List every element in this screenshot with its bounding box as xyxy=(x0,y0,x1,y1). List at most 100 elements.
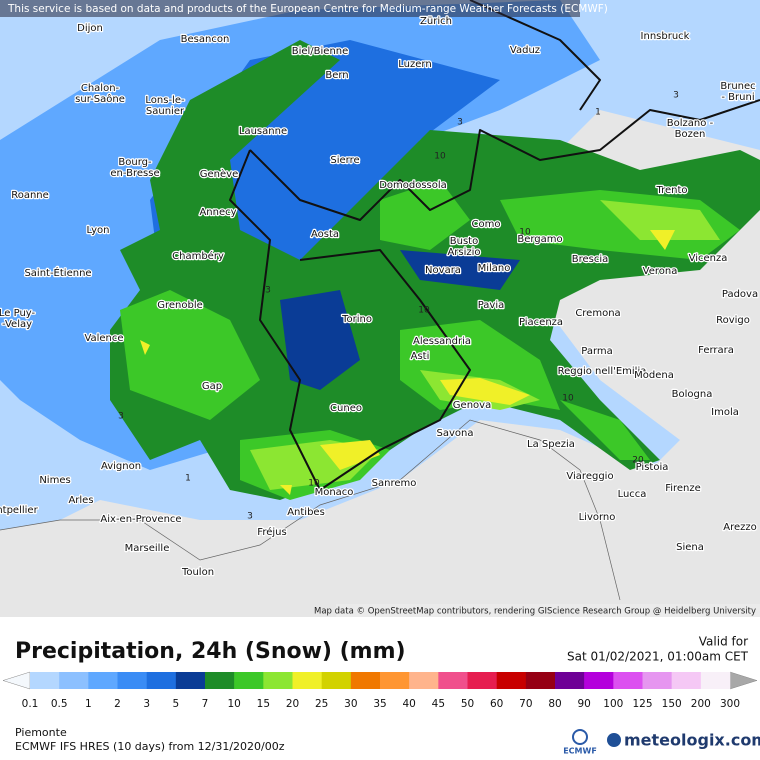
legend-title: Precipitation, 24h (Snow) (mm) xyxy=(15,639,406,664)
city-label: Vaduz xyxy=(510,45,540,56)
city-label: Verona xyxy=(643,266,678,277)
valid-label: Valid for xyxy=(699,635,748,649)
colorbar-label: 300 xyxy=(720,698,740,710)
colorbar-swatch xyxy=(438,672,468,689)
city-label: Parma xyxy=(581,346,613,357)
city-label: Busto xyxy=(450,236,478,247)
contour-label: 1 xyxy=(185,474,191,484)
border xyxy=(299,249,471,491)
city-label: Genova xyxy=(453,400,491,411)
colorbar-swatch xyxy=(671,672,702,689)
contour-label: 10 xyxy=(308,479,320,489)
city-label: Pistoia xyxy=(636,462,669,473)
city-label: Bolzano - xyxy=(667,118,714,129)
contour-label: 10 xyxy=(519,228,531,238)
colorbar-swatch xyxy=(146,672,177,689)
city-label: Arsizio xyxy=(447,247,480,258)
city-label: Lausanne xyxy=(239,126,287,137)
contour-label: 20 xyxy=(632,456,644,466)
colorbar-swatch xyxy=(234,672,264,689)
city-label: Bergamo xyxy=(517,234,562,245)
colorbar-swatch xyxy=(263,672,293,689)
colorbar-label: 0.5 xyxy=(51,698,68,710)
colorbar-swatch xyxy=(321,672,352,689)
city-label: Luzern xyxy=(398,59,431,70)
colorbar-swatch xyxy=(292,672,322,689)
city-label: Alessandria xyxy=(413,336,471,347)
colorbar-label: 35 xyxy=(373,698,386,710)
model: ECMWF IFS HRES (10 days) from 12/31/2020… xyxy=(15,740,285,753)
colorbar-over xyxy=(729,671,758,690)
colorbar-label: 30 xyxy=(344,698,357,710)
precip-area xyxy=(120,180,740,500)
colorbar-label: 15 xyxy=(257,698,270,710)
colorbar-label: 20 xyxy=(286,698,299,710)
city-label: Aix-en-Provence xyxy=(100,514,181,525)
city-label: Chambéry xyxy=(172,250,224,262)
city-label: Savona xyxy=(437,428,474,439)
colorbar: 0.1 0.5 1 2 3 5 7 10 15 20 25 30 35 40 45 50 60 70 80 90 100… xyxy=(2,671,758,710)
contour-label: 3 xyxy=(457,118,463,128)
city-label: La Spezia xyxy=(527,439,575,450)
colorbar-label: 7 xyxy=(202,698,209,710)
colorbar-label: 2 xyxy=(114,698,121,710)
city-label: Novara xyxy=(425,265,461,276)
notice-bar xyxy=(0,0,580,17)
city-label: Brescia xyxy=(572,254,609,265)
contour-label: 10 xyxy=(434,152,446,162)
city-label: Brunec xyxy=(720,81,755,92)
city-label: -Velay xyxy=(2,319,32,330)
colorbar-label: 50 xyxy=(461,698,474,710)
city-label: Innsbruck xyxy=(641,31,690,42)
city-label: Antibes xyxy=(287,507,325,518)
city-label: Bern xyxy=(325,70,348,81)
city-label: Toulon xyxy=(181,567,214,578)
city-label: Modena xyxy=(634,370,674,381)
colorbar-label: 200 xyxy=(691,698,711,710)
colorbar-swatch xyxy=(613,672,643,689)
city-label: Arezzo xyxy=(723,522,757,533)
border xyxy=(229,149,321,491)
colorbar-label: 100 xyxy=(603,698,623,710)
colorbar-label: 5 xyxy=(172,698,179,710)
notice: This service is based on data and produc… xyxy=(7,3,608,15)
coastline xyxy=(0,419,621,601)
colorbar-swatch xyxy=(205,672,235,689)
contour-label: 10 xyxy=(418,306,430,316)
city-label: Saint-Étienne xyxy=(24,266,91,279)
colorbar-swatch xyxy=(700,672,731,689)
contour-label: 3 xyxy=(118,412,124,422)
colorbar-label: 25 xyxy=(315,698,328,710)
valid-time: Sat 01/02/2021, 01:00am CET xyxy=(567,650,749,664)
colorbar-label: 40 xyxy=(402,698,415,710)
colorbar-swatch xyxy=(117,672,147,689)
city-label: Marseille xyxy=(125,543,170,554)
city-label: Torino xyxy=(341,314,372,325)
colorbar-label: 0.1 xyxy=(22,698,39,710)
city-label: Trento xyxy=(655,185,687,196)
city-label: Le Puy- xyxy=(0,308,36,319)
colorbar-swatch xyxy=(496,672,527,689)
ecmwf-icon xyxy=(572,729,588,745)
contour-label: 3 xyxy=(673,91,679,101)
colorbar-swatch xyxy=(88,672,118,689)
contour-labels: 10 3 1 3 10 3 10 3 1 10 10 20 3 xyxy=(118,91,679,522)
colorbar-swatch xyxy=(350,672,381,689)
border xyxy=(249,99,760,221)
city-label: Vicenza xyxy=(689,253,728,264)
city-label: Livorno xyxy=(579,512,616,523)
colorbar-label: 80 xyxy=(548,698,561,710)
city-label: Viareggio xyxy=(566,471,613,482)
contour-label: 3 xyxy=(247,512,253,522)
colorbar-label: 150 xyxy=(662,698,682,710)
city-label: Monaco xyxy=(315,487,354,498)
colorbar-swatch xyxy=(380,672,410,689)
colorbar-swatch xyxy=(584,672,614,689)
colorbar-label: 10 xyxy=(227,698,240,710)
colorbar-swatch xyxy=(642,672,672,689)
city-label: Imola xyxy=(711,407,739,418)
city-label: Valence xyxy=(84,333,123,344)
colorbar-swatch xyxy=(59,672,89,689)
attribution: Map data © OpenStreetMap contributors, r… xyxy=(314,607,756,617)
city-label: Pavia xyxy=(478,300,505,311)
